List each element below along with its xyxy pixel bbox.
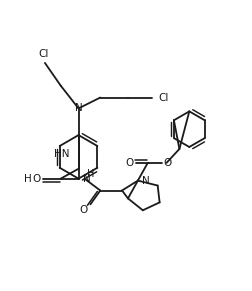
Text: O: O bbox=[163, 158, 171, 168]
Text: N: N bbox=[74, 103, 82, 113]
Text: H: H bbox=[24, 174, 32, 184]
Text: N: N bbox=[83, 174, 91, 184]
Text: HN: HN bbox=[54, 149, 69, 159]
Text: N: N bbox=[141, 175, 149, 186]
Text: O: O bbox=[125, 158, 134, 168]
Text: Cl: Cl bbox=[39, 49, 49, 59]
Text: H: H bbox=[86, 169, 94, 179]
Text: Cl: Cl bbox=[158, 93, 168, 102]
Text: O: O bbox=[79, 205, 87, 215]
Text: O: O bbox=[32, 174, 40, 184]
